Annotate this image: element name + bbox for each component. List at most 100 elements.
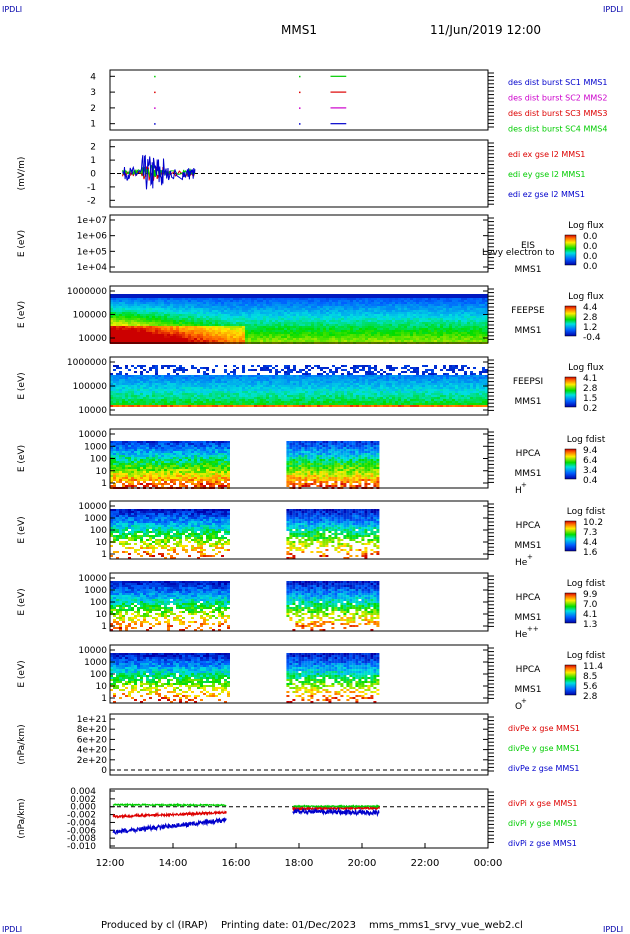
feepsi-pixel bbox=[362, 377, 365, 379]
feepse-pixel bbox=[305, 310, 308, 312]
feepse-pixel bbox=[365, 320, 368, 322]
feepse-pixel bbox=[356, 302, 359, 304]
feepse-pixel bbox=[194, 312, 197, 314]
feepsi-pixel bbox=[269, 403, 272, 405]
feepse-pixel bbox=[161, 296, 164, 298]
feepse-pixel bbox=[344, 304, 347, 306]
feepse-pixel bbox=[347, 304, 350, 306]
feepsi-pixel bbox=[182, 367, 185, 369]
feepsi-pixel bbox=[152, 397, 155, 399]
feepse-pixel bbox=[338, 318, 341, 320]
feepse-pixel bbox=[224, 318, 227, 320]
feepse-pixel bbox=[266, 328, 269, 330]
feepsi-pixel bbox=[380, 395, 383, 397]
feepse-pixel bbox=[206, 294, 209, 296]
feepse-pixel bbox=[176, 340, 179, 342]
feepsi-pixel bbox=[158, 385, 161, 387]
feepse-pixel bbox=[185, 336, 188, 338]
feepse-pixel bbox=[209, 298, 212, 300]
feepsi-pixel bbox=[143, 369, 146, 371]
feepse-pixel bbox=[338, 328, 341, 330]
feepse-pixel bbox=[338, 340, 341, 342]
feepsi-pixel bbox=[242, 381, 245, 383]
feepsi-pixel bbox=[149, 385, 152, 387]
feepsi-pixel bbox=[263, 369, 266, 371]
feepse-pixel bbox=[188, 338, 191, 340]
feepsi-pixel bbox=[362, 399, 365, 401]
feepsi-pixel bbox=[185, 385, 188, 387]
burst-legend-2: des dist burst SC3 MMS3 bbox=[508, 109, 607, 118]
feepse-pixel bbox=[437, 328, 440, 330]
feepsi-pixel bbox=[137, 379, 140, 381]
feepse-ytick-label: 10000 bbox=[78, 334, 107, 344]
feepse-pixel bbox=[236, 302, 239, 304]
feepse-pixel bbox=[131, 320, 134, 322]
feepse-pixel bbox=[188, 302, 191, 304]
feepsi-pixel bbox=[164, 379, 167, 381]
feepse-pixel bbox=[329, 304, 332, 306]
feepse-pixel bbox=[266, 336, 269, 338]
feepse-pixel bbox=[470, 304, 473, 306]
feepse-pixel bbox=[176, 312, 179, 314]
feepsi-pixel bbox=[236, 401, 239, 403]
feepse-pixel bbox=[440, 294, 443, 296]
feepse-pixel bbox=[419, 336, 422, 338]
feepsi-pixel bbox=[173, 377, 176, 379]
feepse-pixel bbox=[182, 296, 185, 298]
feepse-pixel bbox=[263, 314, 266, 316]
feepse-pixel bbox=[410, 298, 413, 300]
feepsi-pixel bbox=[302, 397, 305, 399]
feepse-pixel bbox=[416, 306, 419, 308]
feepsi-pixel bbox=[215, 395, 218, 397]
feepsi-pixel bbox=[260, 393, 263, 395]
feepse-pixel bbox=[431, 296, 434, 298]
feepse-pixel bbox=[440, 304, 443, 306]
feepsi-pixel bbox=[224, 405, 227, 407]
feepsi-pixel bbox=[119, 395, 122, 397]
feepsi-pixel bbox=[374, 381, 377, 383]
feepse-pixel bbox=[296, 308, 299, 310]
feepse-pixel bbox=[311, 332, 314, 334]
feepse-pixel bbox=[398, 334, 401, 336]
feepsi-pixel bbox=[281, 397, 284, 399]
feepse-pixel bbox=[203, 298, 206, 300]
feepse-pixel bbox=[146, 312, 149, 314]
feepse-pixel bbox=[407, 302, 410, 304]
feepse-pixel bbox=[338, 338, 341, 340]
feepse-pixel bbox=[419, 310, 422, 312]
feepse-pixel bbox=[365, 294, 368, 296]
feepse-pixel bbox=[443, 298, 446, 300]
feepse-pixel bbox=[323, 328, 326, 330]
feepsi-pixel bbox=[371, 405, 374, 407]
feepse-pixel bbox=[230, 336, 233, 338]
feepsi-pixel bbox=[164, 391, 167, 393]
feepsi-pixel bbox=[200, 383, 203, 385]
feepse-pixel bbox=[170, 302, 173, 304]
feepsi-pixel bbox=[227, 397, 230, 399]
feepse-pixel bbox=[260, 306, 263, 308]
feepse-pixel bbox=[389, 340, 392, 342]
feepse-pixel bbox=[428, 322, 431, 324]
feepse-pixel bbox=[374, 300, 377, 302]
feepsi-pixel bbox=[263, 377, 266, 379]
feepse-pixel bbox=[359, 322, 362, 324]
feepse-pixel bbox=[233, 310, 236, 312]
feepse-pixel bbox=[380, 318, 383, 320]
feepsi-pixel bbox=[113, 381, 116, 383]
feepse-pixel bbox=[338, 320, 341, 322]
feepse-pixel bbox=[245, 324, 248, 326]
feepsi-pixel bbox=[356, 381, 359, 383]
feepse-pixel bbox=[446, 300, 449, 302]
feepse-pixel bbox=[356, 310, 359, 312]
feepse-pixel bbox=[416, 328, 419, 330]
feepse-pixel bbox=[266, 340, 269, 342]
feepsi-pixel bbox=[317, 379, 320, 381]
feepse-pixel bbox=[296, 310, 299, 312]
feepse-pixel bbox=[203, 322, 206, 324]
feepsi-pixel bbox=[215, 387, 218, 389]
feepsi-pixel bbox=[191, 397, 194, 399]
feepse-pixel bbox=[164, 314, 167, 316]
feepse-pixel bbox=[395, 332, 398, 334]
feepsi-pixel bbox=[377, 385, 380, 387]
feepse-pixel bbox=[212, 304, 215, 306]
